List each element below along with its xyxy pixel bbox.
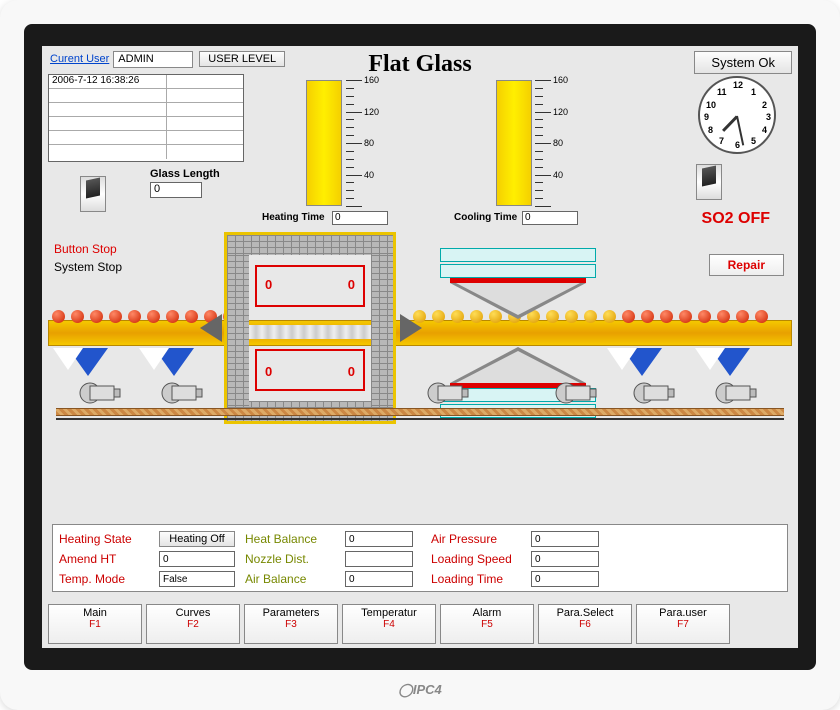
ruler-heating: 4080120160 (346, 80, 382, 206)
current-user-label[interactable]: Curent User (46, 53, 113, 65)
function-keys: MainF1CurvesF2ParametersF3TemperaturF4Al… (48, 604, 792, 644)
loading-speed-label: Loading Speed (431, 552, 531, 566)
amend-ht-label: Amend HT (59, 552, 159, 566)
user-level-button[interactable]: USER LEVEL (199, 51, 285, 67)
cooling-time-label: Cooling Time (454, 212, 517, 223)
heating-state-button[interactable]: Heating Off (159, 531, 235, 547)
fkey-f1[interactable]: MainF1 (48, 604, 142, 644)
motor-1 (78, 380, 122, 406)
loading-time-label: Loading Time (431, 572, 531, 586)
base-line (56, 418, 784, 420)
log-table: 2006-7-12 16:38:26 (48, 74, 244, 162)
air-pressure-label: Air Pressure (431, 532, 531, 546)
furnace-temp-1: 0 (265, 277, 272, 292)
arrow-right-icon (400, 314, 422, 342)
amend-ht-value[interactable] (159, 551, 235, 567)
fkey-f4[interactable]: TemperaturF4 (342, 604, 436, 644)
page-title: Flat Glass (368, 51, 471, 78)
furnace-temp-2: 0 (348, 277, 355, 292)
support-3 (622, 348, 662, 380)
current-user-field[interactable] (113, 51, 193, 68)
ruler-cooling: 4080120160 (535, 80, 571, 206)
air-balance-value[interactable] (345, 571, 413, 587)
glass-length-label: Glass Length (150, 168, 220, 180)
heating-time-label: Heating Time (262, 212, 325, 223)
glass-length-value[interactable]: 0 (150, 182, 202, 198)
device-frame: Curent User USER LEVEL Flat Glass System… (0, 0, 840, 710)
motor-2 (160, 380, 204, 406)
log-timestamp: 2006-7-12 16:38:26 (49, 75, 167, 88)
fkey-f7[interactable]: Para.userF7 (636, 604, 730, 644)
nozzle-dist-value[interactable] (345, 551, 413, 567)
fkey-f5[interactable]: AlarmF5 (440, 604, 534, 644)
brand-logo: ◯IPC4 (398, 682, 441, 698)
nozzle-dist-label: Nozzle Dist. (245, 552, 345, 566)
air-pressure-value[interactable] (531, 531, 599, 547)
motor-4 (554, 380, 598, 406)
heating-state-label: Heating State (59, 532, 159, 546)
system-ok-button[interactable]: System Ok (694, 51, 792, 74)
parameter-panel: Heating State Heating Off Heat Balance A… (52, 524, 788, 592)
furnace-temp-4: 0 (348, 364, 355, 379)
so2-status: SO2 OFF (702, 210, 770, 228)
loading-speed-value[interactable] (531, 551, 599, 567)
fkey-f3[interactable]: ParametersF3 (244, 604, 338, 644)
support-1 (68, 348, 108, 380)
gauge-cooling (496, 80, 532, 206)
base-rail (56, 408, 784, 416)
gauge-heating (306, 80, 342, 206)
support-2 (154, 348, 194, 380)
motor-3 (426, 380, 470, 406)
fkey-f2[interactable]: CurvesF2 (146, 604, 240, 644)
hmi-screen: Curent User USER LEVEL Flat Glass System… (42, 46, 798, 648)
arrow-left-icon (200, 314, 222, 342)
temp-mode-value[interactable] (159, 571, 235, 587)
fkey-f6[interactable]: Para.SelectF6 (538, 604, 632, 644)
motor-6 (714, 380, 758, 406)
heat-balance-label: Heat Balance (245, 532, 345, 546)
heating-time-value[interactable]: 0 (332, 211, 388, 225)
support-4 (710, 348, 750, 380)
motor-5 (632, 380, 676, 406)
analog-clock: 12 1 2 3 4 5 6 7 8 9 10 11 (698, 76, 776, 154)
furnace: 0 0 0 0 (224, 232, 396, 424)
heat-balance-value[interactable] (345, 531, 413, 547)
switch-1[interactable] (80, 176, 106, 212)
cooling-time-value[interactable]: 0 (522, 211, 578, 225)
furnace-temp-3: 0 (265, 364, 272, 379)
air-balance-label: Air Balance (245, 572, 345, 586)
loading-time-value[interactable] (531, 571, 599, 587)
switch-2[interactable] (696, 164, 722, 200)
bezel: Curent User USER LEVEL Flat Glass System… (24, 24, 816, 670)
temp-mode-label: Temp. Mode (59, 572, 159, 586)
process-diagram: 0 0 0 0 (42, 228, 798, 438)
